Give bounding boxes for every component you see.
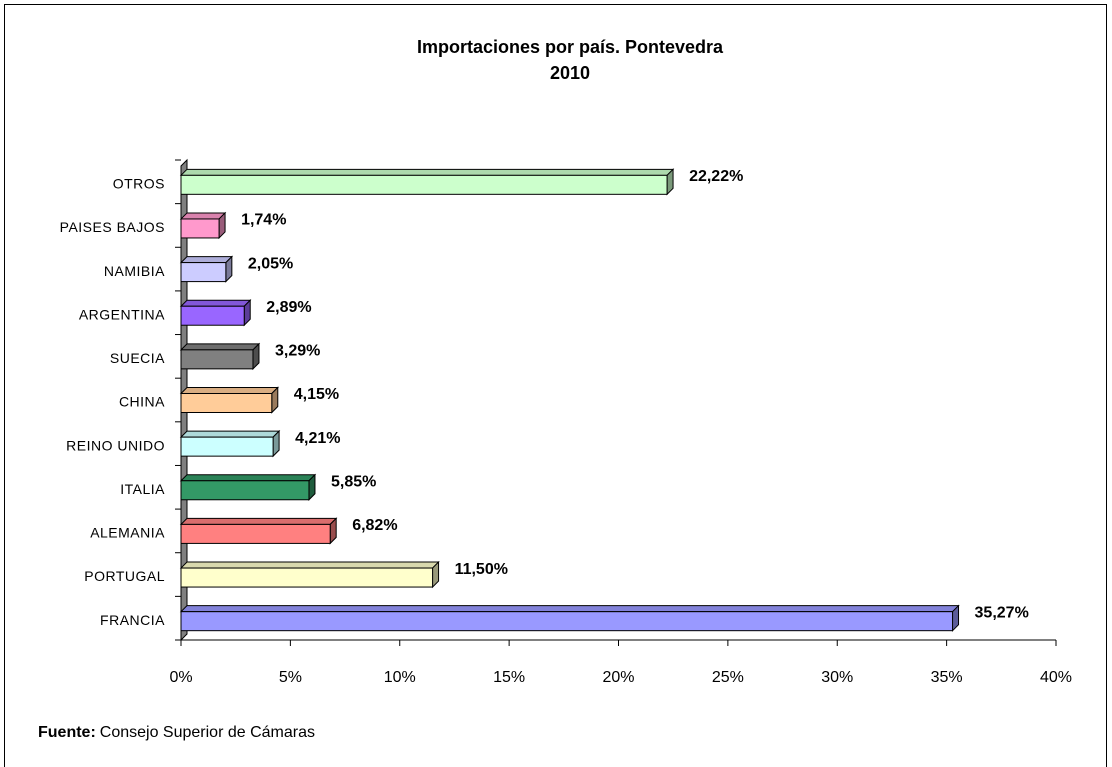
bar (180, 174, 668, 195)
value-label: 4,15% (294, 386, 339, 403)
y-tick-label: PORTUGAL (84, 568, 165, 584)
value-label: 2,89% (266, 299, 311, 316)
bar (180, 262, 227, 283)
bar-top (179, 343, 261, 351)
value-label: 22,22% (689, 168, 743, 185)
x-tick-label: 40% (1040, 669, 1072, 686)
bar (180, 393, 273, 413)
value-label: 2,05% (248, 255, 293, 272)
bar-top (179, 430, 281, 438)
x-tick-label: 10% (384, 669, 416, 686)
bar-top (179, 212, 227, 220)
y-tick-label: ITALIA (120, 481, 165, 497)
source-label: Fuente: (38, 724, 96, 741)
chart-subtitle: 2010 (550, 63, 590, 83)
value-label: 4,21% (295, 430, 340, 447)
bar-top (179, 605, 960, 613)
bar (180, 567, 434, 588)
bar (180, 218, 220, 239)
y-tick-label: ALEMANIA (90, 525, 165, 541)
chart-title: Importaciones por país. Pontevedra (417, 37, 724, 57)
y-tick-label: OTROS (113, 176, 165, 192)
y-tick-label: CHINA (119, 394, 165, 410)
y-tick-label: ARGENTINA (79, 306, 165, 322)
x-tick-label: 20% (602, 669, 634, 686)
bar (180, 480, 310, 501)
source-text: Consejo Superior de Cámaras (100, 724, 315, 741)
y-tick-label: NAMIBIA (104, 263, 165, 279)
bar (180, 349, 254, 370)
bar-top (179, 561, 440, 569)
value-label: 6,82% (352, 517, 397, 534)
x-tick-label: 25% (712, 669, 744, 686)
bar-top (179, 256, 234, 264)
x-tick-label: 35% (931, 669, 963, 686)
x-tick-label: 30% (821, 669, 853, 686)
value-label: 35,27% (975, 604, 1029, 621)
y-tick-label: PAISES BAJOS (60, 219, 165, 235)
bar (180, 305, 245, 326)
source: Fuente: Consejo Superior de Cámaras (38, 724, 315, 741)
value-label: 11,50% (455, 561, 508, 578)
value-label: 1,74% (241, 212, 286, 229)
chart-border (4, 4, 1107, 767)
y-tick-label: SUECIA (110, 350, 165, 366)
y-tick-label: FRANCIA (100, 612, 165, 628)
bar (180, 436, 274, 457)
bar (180, 611, 954, 632)
x-tick-label: 5% (279, 669, 302, 686)
x-tick-label: 15% (493, 669, 525, 686)
bar-top (179, 299, 252, 307)
bar-top (179, 168, 675, 176)
value-label: 3,29% (275, 343, 320, 360)
y-tick-label: REINO UNIDO (66, 437, 165, 453)
bar (180, 523, 331, 544)
x-tick-label: 0% (169, 669, 192, 686)
bar-top (179, 517, 338, 525)
bar-top (179, 387, 279, 394)
value-label: 5,85% (331, 473, 376, 490)
bar-top (179, 474, 317, 482)
